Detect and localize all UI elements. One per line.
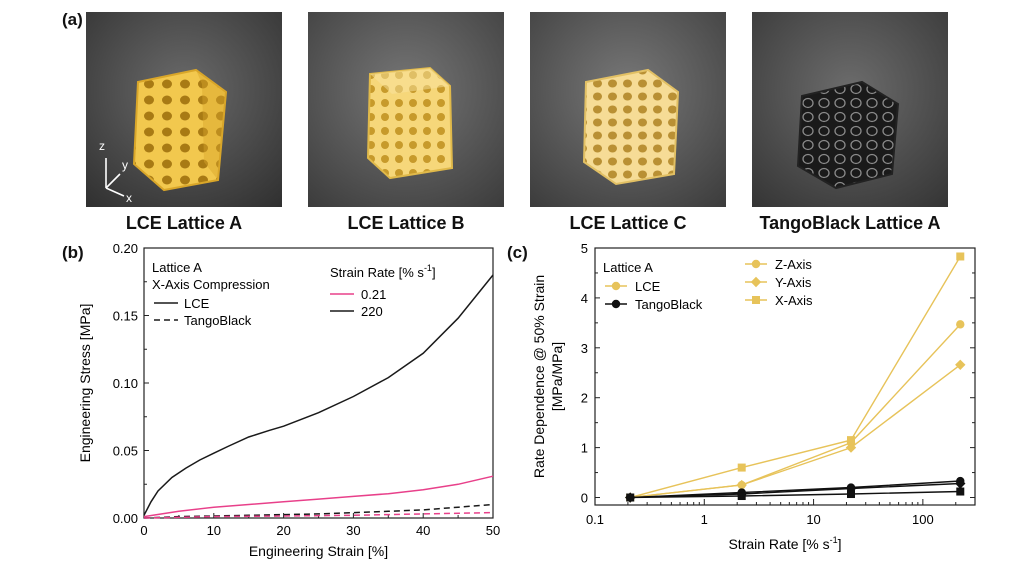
series-line-lce-x-axis — [630, 256, 961, 499]
y-tick-label: 0.20 — [113, 241, 138, 256]
y-tick-label: 0.15 — [113, 309, 138, 324]
legend-axis-label-y-axis: Y-Axis — [775, 275, 812, 290]
legend-axis-marker-y-axis — [750, 276, 762, 288]
legend-axis-label-z-axis: Z-Axis — [775, 257, 812, 272]
y-tick-label: 3 — [581, 341, 588, 356]
x-tick-label: 20 — [276, 523, 290, 538]
legend-axis-marker-x-axis — [752, 296, 760, 304]
data-point-lce-y-axis — [845, 442, 857, 453]
x-tick-label: 100 — [912, 512, 934, 527]
y-axis-label-line2: [MPa/MPa] — [549, 342, 565, 411]
panel-label-c: (c) — [507, 243, 528, 262]
axis-x-label: x — [126, 191, 132, 205]
y-axis-label: Engineering Stress [MPa] — [77, 304, 93, 463]
data-point-tangoblack-x-axis — [846, 490, 855, 499]
series-line-tangoblack-z-axis — [630, 480, 961, 499]
caption-lce-lattice-a: LCE Lattice A — [125, 213, 243, 233]
y-tick-label: 5 — [581, 241, 588, 256]
y-tick-label: 0.05 — [113, 444, 138, 459]
plot-frame — [594, 247, 976, 506]
legend-marker-lce — [611, 281, 621, 291]
legend-rate-label-220: 220 — [361, 304, 383, 319]
x-tick-label: 10 — [806, 512, 820, 527]
caption-lce-lattice-c: LCE Lattice C — [569, 213, 687, 233]
stress-strain-chart: 0 10 20 30 40 50 0.00 0.05 0.10 0.15 0.20 Engineeri… — [77, 241, 500, 559]
series-line-lce-y-axis — [630, 364, 961, 499]
x-tick-label: 40 — [416, 523, 430, 538]
series-line-tangoblack-220 — [143, 503, 494, 519]
x-axis-label: Strain Rate [% s-1] — [728, 535, 841, 552]
legend-rate-title: Strain Rate [% s-1] — [330, 263, 436, 280]
x-tick-label: 50 — [486, 523, 500, 538]
series-line-lce-0.21 — [143, 475, 494, 518]
photo-tangoblack-lattice-a — [752, 12, 948, 207]
data-point-tangoblack-y-axis — [845, 483, 857, 494]
legend-rate-label-0.21: 0.21 — [361, 287, 386, 302]
data-point-lce-x-axis — [737, 463, 746, 472]
legend-title-compression: X-Axis Compression — [152, 277, 270, 292]
photo-lce-lattice-b — [308, 12, 504, 207]
photo-lce-lattice-a: z y x — [86, 12, 282, 207]
caption-lce-lattice-b: LCE Lattice B — [347, 213, 465, 233]
caption-tangoblack-lattice-a: TangoBlack Lattice A — [759, 213, 941, 233]
series-line-lce-220 — [143, 274, 494, 516]
data-point-lce-z-axis — [956, 320, 965, 329]
axis-z-label: z — [99, 139, 105, 153]
y-tick-label: 0.00 — [113, 511, 138, 526]
panel-label-a: (a) — [62, 10, 83, 29]
x-tick-label: 0 — [140, 523, 147, 538]
series-line-tangoblack-0.21 — [143, 511, 494, 519]
y-tick-label: 0 — [581, 491, 588, 506]
rate-dependence-chart: 0.1 1 10 100 0 1 2 3 4 5 Strain Rate [% s-1] Rate D… — [531, 241, 976, 552]
x-axis-label: Engineering Strain [%] — [249, 543, 388, 559]
legend-marker-tangoblack — [611, 299, 621, 309]
legend-title-lattice: Lattice A — [603, 260, 653, 275]
series-line-lce-z-axis — [630, 323, 961, 499]
y-tick-label: 4 — [581, 291, 588, 306]
legend-label-tangoblack: TangoBlack — [635, 297, 703, 312]
y-tick-label: 0.10 — [113, 376, 138, 391]
legend-axis-marker-z-axis — [751, 259, 761, 269]
x-tick-label: 30 — [346, 523, 360, 538]
series-line-tangoblack-y-axis — [630, 482, 961, 499]
x-tick-label: 0.1 — [586, 512, 604, 527]
series-line-tangoblack-x-axis — [630, 490, 961, 499]
axis-triad-icon — [105, 158, 125, 197]
data-point-lce-x-axis — [956, 252, 965, 261]
photo-lce-lattice-c — [530, 12, 726, 207]
axis-y-label: y — [122, 158, 128, 172]
x-tick-label: 1 — [701, 512, 708, 527]
y-tick-label: 1 — [581, 441, 588, 456]
legend-label-tangoblack: TangoBlack — [184, 313, 252, 328]
legend-axis-label-x-axis: X-Axis — [775, 293, 813, 308]
data-point-tangoblack-x-axis — [737, 492, 746, 501]
legend-label-lce: LCE — [635, 279, 661, 294]
data-point-tangoblack-x-axis — [956, 487, 965, 496]
legend-title-lattice: Lattice A — [152, 260, 202, 275]
data-point-lce-x-axis — [846, 436, 855, 445]
legend-label-lce: LCE — [184, 296, 210, 311]
panel-label-b: (b) — [62, 243, 84, 262]
y-tick-label: 2 — [581, 391, 588, 406]
data-point-tangoblack-y-axis — [955, 478, 966, 489]
x-tick-label: 10 — [207, 523, 221, 538]
data-point-tangoblack-x-axis — [626, 493, 635, 502]
y-axis-label-line1: Rate Dependence @ 50% Strain — [531, 275, 547, 478]
